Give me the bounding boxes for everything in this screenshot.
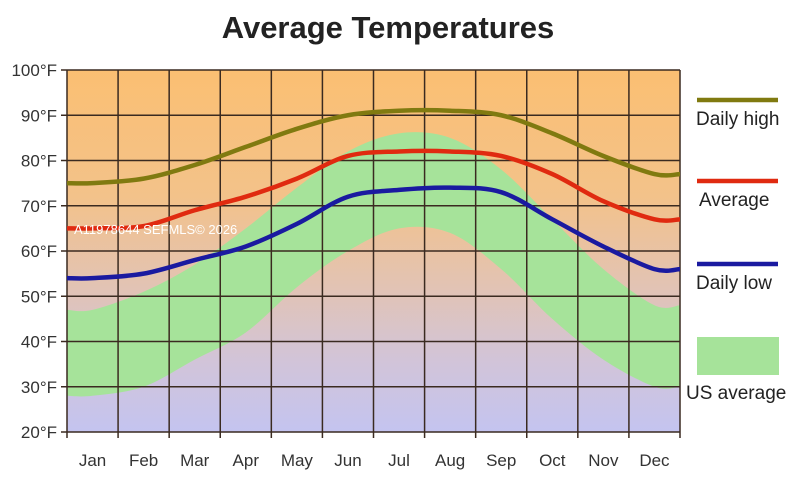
y-tick-label: 90°F [21,106,57,125]
series-line-average [66,148,681,231]
y-tick-label: 60°F [21,242,57,261]
x-tick-label-nov: Nov [588,451,619,470]
x-tick-label-feb: Feb [129,451,158,470]
series-line-daily-low [66,185,681,281]
legend-label: Daily high [696,109,779,130]
x-tick-label-may: May [281,451,314,470]
y-tick-label: 80°F [21,152,57,171]
x-tick-label-apr: Apr [233,451,260,470]
x-tick-label-mar: Mar [180,451,210,470]
y-tick-label: 40°F [21,333,57,352]
x-tick-label-jun: Jun [334,451,361,470]
legend-swatch-us-average [697,337,779,375]
x-tick-label-oct: Oct [539,451,566,470]
y-tick-label: 30°F [21,378,57,397]
legend-label: Daily low [696,273,772,294]
x-tick-label-dec: Dec [639,451,670,470]
watermark: A11978644 SEFMLS© 2026 [74,222,237,237]
series-line-daily-high [66,107,681,186]
legend-label: US average [686,383,786,404]
y-tick-label: 20°F [21,423,57,442]
x-tick-label-jul: Jul [388,451,410,470]
x-tick-label-jan: Jan [79,451,106,470]
x-tick-label-aug: Aug [435,451,465,470]
y-tick-label: 70°F [21,197,57,216]
y-tick-label: 100°F [11,61,57,80]
chart-title: Average Temperatures [222,10,555,45]
y-tick-label: 50°F [21,287,57,306]
x-tick-label-sep: Sep [486,451,516,470]
legend-label: Average [699,190,769,211]
